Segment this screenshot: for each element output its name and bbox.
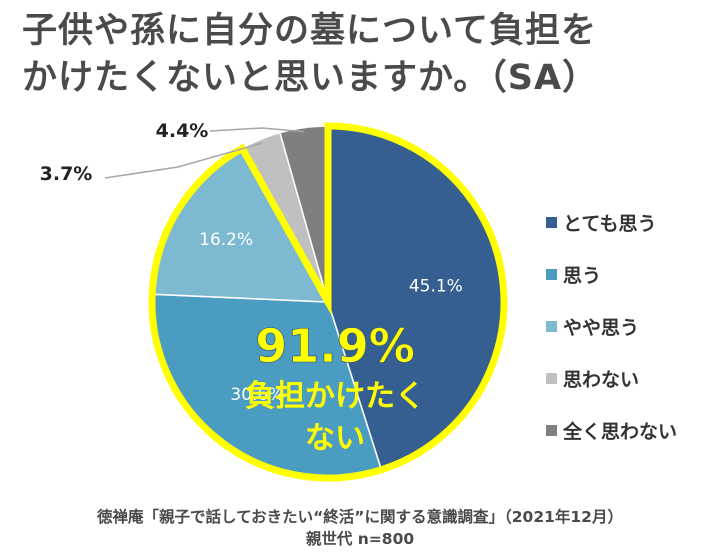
leader-line-not-at-all — [209, 127, 305, 133]
legend-label-disagree: 思わない — [563, 368, 640, 391]
legend-item-very-much: とても思う — [546, 212, 677, 235]
source-note: 徳禅庵「親子で話しておきたい“終活”に関する意識調査」（2021年12月） — [97, 508, 623, 526]
value-label-agree: 30.6% — [230, 385, 284, 405]
title-line-1: 子供や孫に自分の墓について負担を — [22, 11, 597, 51]
legend-swatch-not-at-all — [546, 424, 557, 436]
legend-swatch-somewhat — [546, 320, 557, 332]
title-line-2: かけたくないと思いますか。（SA） — [22, 58, 599, 98]
value-label-very-much: 45.1% — [409, 276, 463, 296]
highlight-value: 91.9% — [255, 319, 415, 373]
legend-label-agree: 思う — [563, 264, 602, 287]
legend: とても思う思うやや思う思わない全く思わない — [546, 212, 677, 472]
value-label-disagree: 3.7% — [40, 163, 93, 185]
legend-item-somewhat: やや思う — [546, 316, 677, 339]
legend-label-not-at-all: 全く思わない — [563, 420, 678, 443]
legend-label-very-much: とても思う — [563, 212, 657, 235]
legend-item-not-at-all: 全く思わない — [546, 420, 677, 443]
highlight-caption-line-1: 負担かけたく — [245, 379, 425, 414]
leader-line-disagree — [104, 142, 263, 179]
legend-label-somewhat: やや思う — [563, 316, 640, 339]
highlight-caption-line-2: ない — [305, 421, 365, 456]
legend-item-disagree: 思わない — [546, 368, 677, 391]
legend-swatch-disagree — [546, 372, 557, 384]
chart-title: 子供や孫に自分の墓について負担を かけたくないと思いますか。（SA） — [22, 8, 702, 102]
legend-swatch-very-much — [546, 216, 557, 228]
highlight-outline — [148, 122, 508, 482]
value-label-somewhat: 16.2% — [199, 230, 253, 250]
legend-swatch-agree — [546, 268, 557, 280]
sample-size-note: 親世代 n=800 — [305, 530, 415, 548]
value-label-not-at-all: 4.4% — [156, 120, 209, 142]
legend-item-agree: 思う — [546, 264, 677, 287]
